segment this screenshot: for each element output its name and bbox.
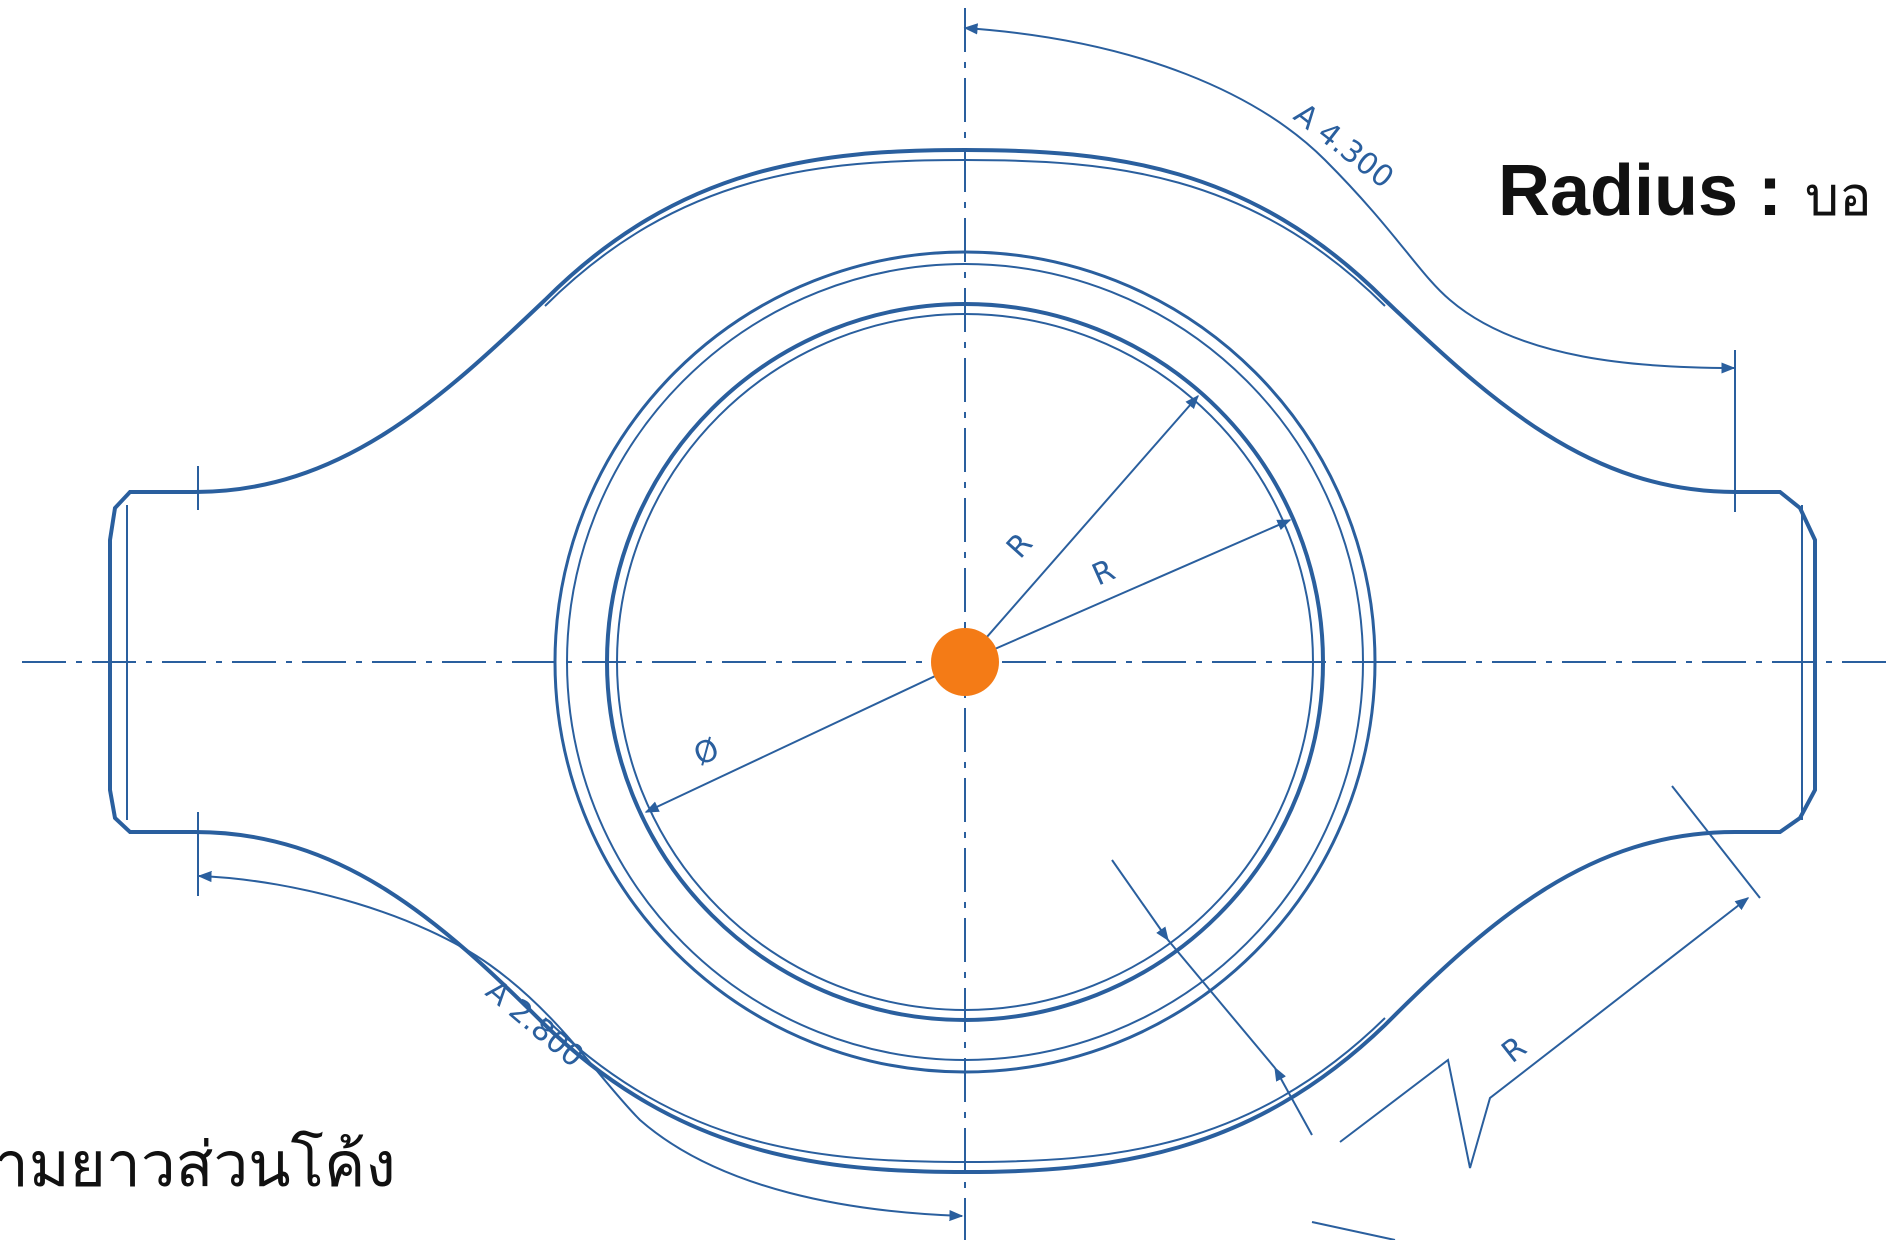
arc-dimension-bottom — [197, 870, 964, 1222]
jogged-radius-dimension — [1111, 785, 1761, 1240]
arc-length-caption: ามยาวส่วนโค้ง — [0, 1128, 396, 1201]
center-point — [931, 628, 999, 696]
arc-dimension-top — [963, 23, 1736, 374]
radius-dimension-jogged-label: R — [1495, 1030, 1533, 1070]
radius-dimension-1 — [964, 394, 1199, 663]
radius-dimension-2 — [964, 519, 1292, 663]
radius-caption-key: Radius : — [1498, 151, 1783, 231]
radius-dimension-2-label: R — [1087, 553, 1120, 593]
radius-dimension-1-label: R — [1000, 526, 1040, 565]
radius-caption: Radius : บอ — [1498, 148, 1872, 239]
diameter-dimension — [644, 661, 966, 813]
arc-dimension-top-label: A 4.300 — [1287, 97, 1400, 196]
arc-dimension-bottom-label: A 2.800 — [479, 973, 590, 1074]
radius-caption-value: บอ — [1804, 165, 1872, 228]
diameter-dimension-label: Ø — [689, 732, 725, 774]
